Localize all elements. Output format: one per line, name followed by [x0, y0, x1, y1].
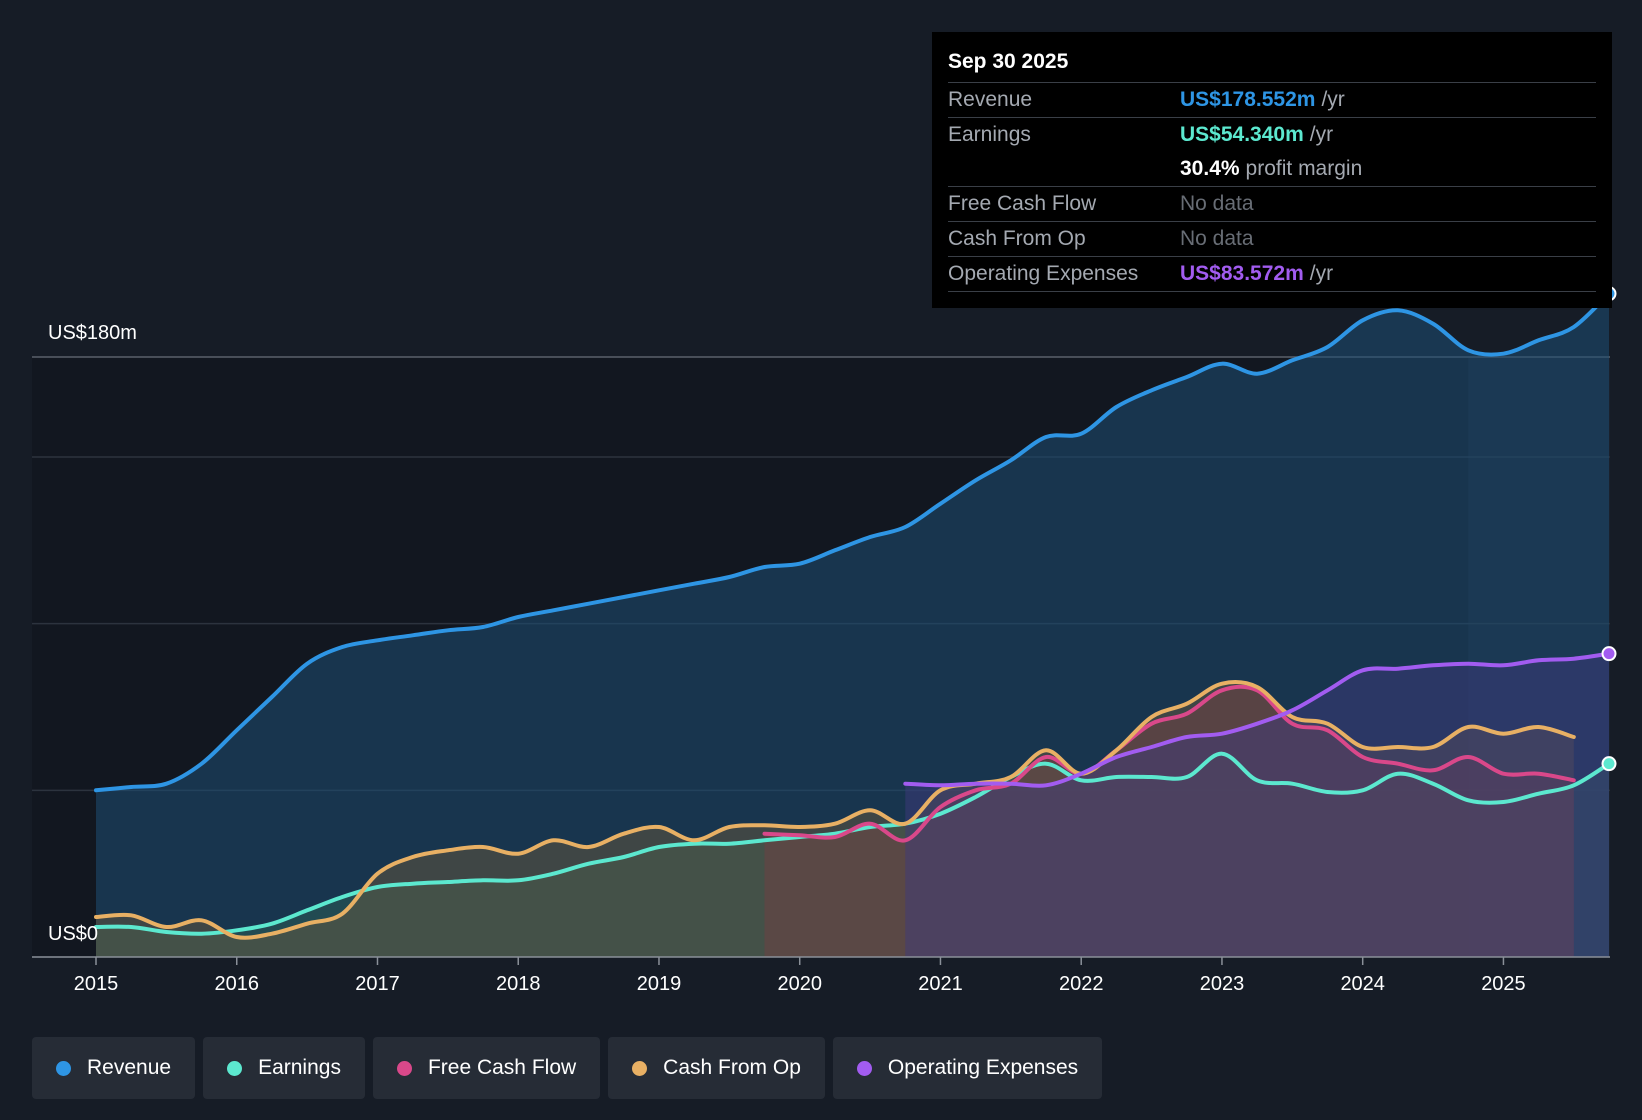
tooltip-row-free-cash-flow: Free Cash Flow No data — [948, 187, 1596, 222]
earnings-end-marker — [1601, 756, 1617, 772]
x-tick-label: 2016 — [214, 973, 259, 995]
x-tick-label: 2015 — [74, 973, 119, 995]
legend-label: Free Cash Flow — [427, 1056, 577, 1079]
legend-label: Revenue — [87, 1056, 172, 1079]
tooltip-date: Sep 30 2025 — [948, 46, 1596, 83]
tooltip-value: US$178.552m — [1180, 88, 1316, 111]
legend-dot-icon — [396, 1060, 412, 1076]
tooltip-row-cash-from-op: Cash From Op No data — [948, 222, 1596, 257]
x-tick-label: 2017 — [355, 973, 400, 995]
cash-from-op-line — [94, 680, 1576, 940]
x-tick-label: 2025 — [1481, 973, 1526, 995]
x-tick-label: 2018 — [496, 973, 541, 995]
tooltip-label: Cash From Op — [948, 227, 1086, 250]
tooltip-row-revenue: Revenue US$178.552m /yr — [948, 83, 1596, 118]
x-tick-label: 2019 — [637, 973, 682, 995]
tooltip-unit: /yr — [1321, 88, 1345, 111]
y-tick-label-zero: US$0 — [48, 923, 98, 945]
axes: 2015 2016 2017 2018 2019 2020 2021 2022 2023 2024… — [32, 956, 1610, 995]
series-areas — [96, 293, 1609, 957]
tooltip-value: US$54.340m — [1180, 123, 1304, 146]
legend-dot-icon — [227, 1060, 243, 1076]
legend-label: Cash From Op — [663, 1056, 801, 1079]
legend-item-cash-from-op[interactable]: Cash From Op — [608, 1037, 825, 1099]
tooltip-value: No data — [1180, 192, 1254, 215]
legend-item-revenue[interactable]: Revenue — [32, 1037, 196, 1099]
tooltip-unit: /yr — [1309, 123, 1334, 146]
tooltip-value: US$83.572m — [1180, 262, 1304, 285]
operating-expenses-line — [903, 651, 1611, 788]
legend-item-operating-expenses[interactable]: Operating Expenses — [832, 1037, 1103, 1099]
x-tick-label: 2023 — [1200, 973, 1245, 995]
legend-item-earnings[interactable]: Earnings — [203, 1037, 365, 1099]
legend-label: Operating Expenses — [887, 1056, 1079, 1079]
tooltip-label — [948, 152, 1180, 186]
tooltip-label: Earnings — [948, 123, 1031, 146]
x-tick-label: 2024 — [1340, 973, 1385, 995]
data-tooltip: Sep 30 2025 Revenue US$178.552m /yr Earn… — [932, 32, 1612, 308]
legend-dot-icon — [632, 1060, 648, 1076]
tooltip-row-earnings: Earnings US$54.340m /yr — [948, 118, 1596, 152]
tooltip-row-profit-margin: 30.4% profit margin — [948, 152, 1596, 187]
revenue-line — [94, 291, 1611, 793]
tooltip-label: Free Cash Flow — [948, 192, 1097, 215]
x-tick-label: 2021 — [918, 973, 963, 995]
tooltip-row-operating-expenses: Operating Expenses US$83.572m /yr — [948, 257, 1596, 292]
free-cash-flow-line — [762, 684, 1576, 843]
legend-dot-icon — [856, 1060, 872, 1076]
x-tick-label: 2020 — [777, 973, 822, 995]
tooltip-label: Revenue — [948, 88, 1033, 111]
series-lines — [94, 291, 1611, 940]
tooltip-label: Operating Expenses — [948, 262, 1139, 285]
tooltip-value: No data — [1180, 227, 1254, 250]
legend-label: Earnings — [258, 1056, 341, 1079]
tooltip-unit: profit margin — [1245, 157, 1363, 180]
legend-item-free-cash-flow[interactable]: Free Cash Flow — [372, 1037, 601, 1099]
operating-expenses-area — [905, 653, 1609, 957]
tooltip-unit: /yr — [1309, 262, 1334, 285]
legend-dot-icon — [56, 1060, 71, 1076]
x-tick-label: 2022 — [1059, 973, 1104, 995]
chart-legend: Revenue Earnings Free Cash Flow Cash Fro… — [32, 1037, 1103, 1099]
y-tick-label-top: US$180m — [48, 322, 137, 344]
operating-expenses-end-marker — [1601, 646, 1617, 662]
tooltip-value: 30.4% — [1180, 157, 1240, 180]
